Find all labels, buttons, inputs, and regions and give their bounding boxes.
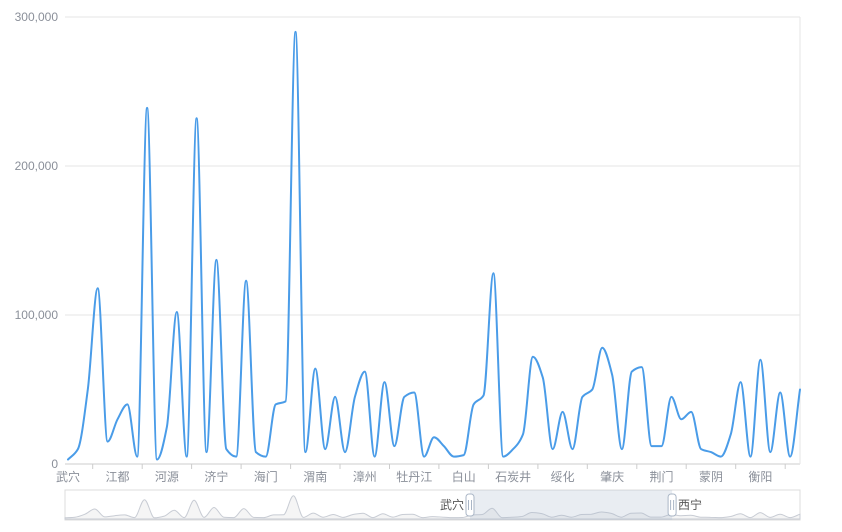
x-axis-tick-label: 武穴: [56, 469, 80, 484]
x-axis-tick-label: 牡丹江: [396, 469, 432, 484]
x-axis-tick-label: 漳州: [353, 469, 377, 484]
x-axis-tick-label: 济宁: [204, 469, 228, 484]
x-axis-tick-label: 荆门: [649, 469, 673, 484]
series-line: [67, 30, 801, 461]
y-axis-tick-label: 100,000: [15, 308, 59, 322]
datazoom-data-shadow: [64, 495, 801, 520]
datazoom-handle-right[interactable]: [667, 493, 677, 517]
x-axis-tick-label: 石炭井: [495, 470, 531, 484]
x-axis-tick-label: 绥化: [551, 470, 575, 484]
x-axis-tick-label: 肇庆: [600, 469, 624, 484]
x-axis-tick-label: 海门: [254, 469, 278, 484]
y-axis-tick-label: 300,000: [15, 10, 59, 24]
datazoom-handle-left[interactable]: [465, 493, 475, 517]
x-axis-tick-label: 衡阳: [748, 470, 772, 484]
datazoom-window[interactable]: [470, 490, 673, 520]
x-axis-tick-label: 蒙阴: [699, 470, 723, 484]
x-axis-tick-label: 江都: [105, 470, 129, 484]
x-axis-tick-label: 河源: [155, 470, 179, 484]
x-axis-tick-label: 白山: [452, 469, 476, 484]
y-axis-tick-label: 200,000: [15, 159, 59, 173]
x-axis-tick-label: 渭南: [303, 469, 327, 484]
y-axis-tick-label: 0: [51, 457, 58, 471]
